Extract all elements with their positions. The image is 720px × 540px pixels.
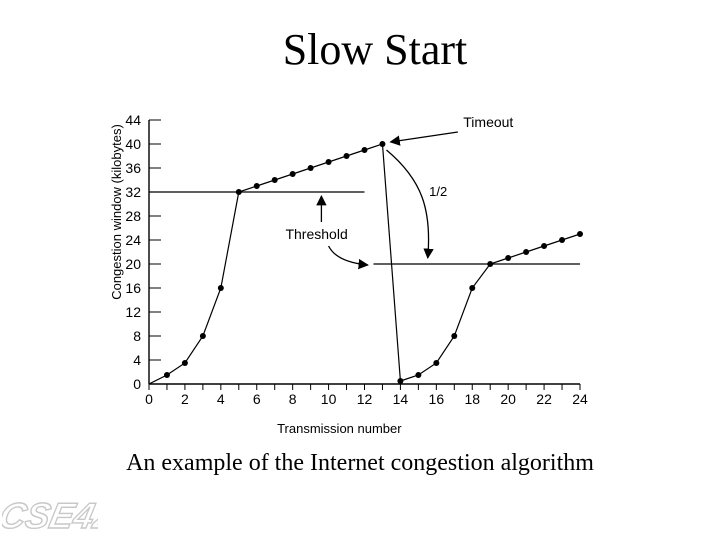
y-tick-label: 0 xyxy=(133,376,141,392)
data-point xyxy=(469,285,476,291)
data-point xyxy=(163,372,170,378)
x-tick-label: 2 xyxy=(181,391,189,407)
data-point xyxy=(181,360,188,366)
y-tick-label: 36 xyxy=(125,160,141,176)
x-tick-label: 14 xyxy=(393,391,409,407)
data-point xyxy=(541,243,548,249)
x-tick-label: 10 xyxy=(321,391,337,407)
y-tick-label: 40 xyxy=(125,136,141,152)
y-tick-label: 8 xyxy=(133,328,141,344)
data-point xyxy=(577,231,583,237)
data-point xyxy=(343,153,350,159)
y-tick-label: 24 xyxy=(125,232,141,248)
x-tick-label: 8 xyxy=(289,391,297,407)
data-point xyxy=(307,165,314,171)
x-tick-label: 12 xyxy=(357,391,373,407)
slide-caption: An example of the Internet congestion al… xyxy=(126,450,594,476)
data-point xyxy=(505,255,512,261)
y-tick-label: 16 xyxy=(125,280,141,296)
y-tick-label: 28 xyxy=(125,208,141,224)
x-tick-label: 6 xyxy=(253,391,261,407)
data-point xyxy=(361,147,368,153)
x-tick-label: 16 xyxy=(429,391,445,407)
data-point xyxy=(289,171,296,177)
data-point xyxy=(253,183,260,189)
slide-title: Slow Start xyxy=(282,25,468,74)
data-point xyxy=(559,237,566,243)
data-point xyxy=(199,333,206,339)
timeout-label: Timeout xyxy=(463,114,513,130)
course-logo: CSE422 xyxy=(2,495,98,536)
threshold-arrow-right xyxy=(328,245,369,270)
data-point xyxy=(397,378,404,384)
y-tick-label: 4 xyxy=(133,352,141,368)
logo-text: CSE422 xyxy=(2,495,98,536)
half-arrow xyxy=(386,149,434,260)
half-label: 1/2 xyxy=(429,184,447,199)
data-point xyxy=(379,141,386,147)
x-tick-label: 4 xyxy=(217,391,225,407)
y-tick-label: 32 xyxy=(125,184,141,200)
threshold-label: Threshold xyxy=(285,226,347,242)
y-tick-label: 20 xyxy=(125,256,141,272)
y-tick-label: 12 xyxy=(125,304,141,320)
x-tick-label: 18 xyxy=(464,391,480,407)
data-point xyxy=(415,372,422,378)
data-point xyxy=(217,285,224,291)
data-point xyxy=(487,261,494,267)
data-point xyxy=(433,360,440,366)
x-tick-label: 22 xyxy=(536,391,552,407)
y-axis-label: Congestion window (kilobytes) xyxy=(109,124,124,300)
x-tick-label: 0 xyxy=(145,391,153,407)
data-point xyxy=(451,333,458,339)
x-axis-label: Transmission number xyxy=(277,421,402,436)
data-point xyxy=(235,189,242,195)
data-point xyxy=(523,249,530,255)
x-tick-label: 24 xyxy=(572,391,588,407)
data-point xyxy=(325,159,332,165)
x-tick-label: 20 xyxy=(500,391,516,407)
timeout-arrow xyxy=(389,131,458,146)
y-tick-label: 44 xyxy=(125,112,141,128)
data-point xyxy=(271,177,278,183)
